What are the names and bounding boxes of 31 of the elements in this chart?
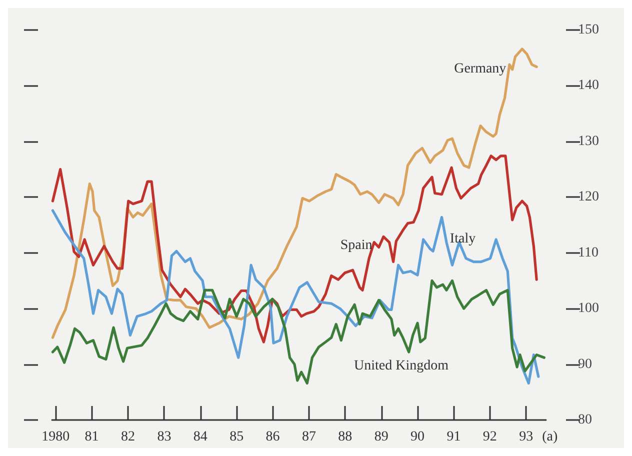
x-tick-label: 82	[121, 430, 135, 444]
series-label: Germany	[454, 62, 506, 76]
x-tick-label: 87	[302, 430, 316, 444]
line-series	[51, 154, 538, 344]
x-tick-label: 81	[84, 430, 99, 444]
line-series	[51, 279, 546, 385]
x-tick-label: 85	[230, 430, 244, 444]
y-tick-label: 100	[578, 301, 599, 316]
x-tick-label: 92	[482, 430, 497, 444]
series-label: Italy	[450, 231, 476, 246]
x-tick-label: 88	[338, 430, 352, 444]
y-tick-label: 130	[578, 134, 599, 149]
y-tick-label: 150	[578, 22, 599, 38]
y-tick-label: 90	[578, 356, 592, 372]
y-tick-label: 120	[578, 190, 599, 205]
x-tick-label: 1980	[42, 430, 70, 444]
x-tick-label: 89	[374, 430, 388, 444]
x-tick-label: 83	[157, 430, 172, 444]
text: (a)	[542, 430, 558, 444]
x-tick-label: 91	[446, 430, 461, 444]
x-tick-label: 90	[410, 430, 425, 444]
x-tick-label: 93	[519, 430, 534, 444]
line-series	[51, 48, 538, 339]
y-tick-label: 140	[578, 78, 599, 94]
x-tick-label: 86	[266, 430, 280, 444]
line-series	[51, 209, 540, 385]
y-tick-label: 110	[578, 245, 598, 260]
series-label: Spain	[340, 238, 372, 254]
y-tick-label: 80	[578, 412, 592, 428]
x-tick-label: 84	[193, 430, 208, 444]
series-label: United Kingdom	[354, 358, 449, 374]
